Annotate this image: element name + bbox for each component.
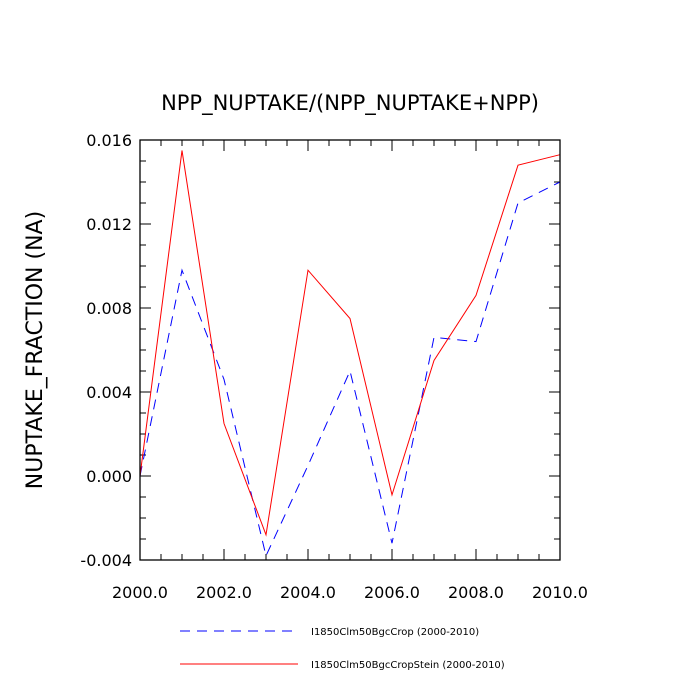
y-axis-label: NUPTAKE_FRACTION (NA) [23,211,48,489]
x-tick-label: 2006.0 [364,583,420,602]
y-tick-label: 0.004 [86,383,132,402]
series-line-1 [139,181,561,558]
x-tick-label: 2008.0 [448,583,504,602]
x-tick-label: 2002.0 [196,583,252,602]
y-tick-label: 0.008 [86,299,132,318]
legend: I1850Clm50BgcCrop (2000-2010) I1850Clm50B… [180,627,505,671]
chart-title: NPP_NUPTAKE/(NPP_NUPTAKE+NPP) [161,91,539,116]
x-tick-label: 2004.0 [280,583,336,602]
x-tick-label: 2010.0 [532,583,588,602]
axis-ticks: 2000.0 2002.0 2004.0 2006.0 2008.0 2010.0 -0.0… [80,131,588,602]
plot-frame [139,139,561,561]
legend-label-1: I1850Clm50BgcCrop (2000-2010) [311,627,479,638]
y-tick-label: 0.016 [86,131,132,150]
series-lines [139,150,561,558]
x-tick-label: 2000.0 [112,583,168,602]
y-tick-label: 0.000 [86,467,132,486]
y-tick-label: 0.012 [86,215,132,234]
y-tick-label: -0.004 [80,551,132,570]
series-line-2 [139,150,561,537]
legend-label-2: I1850Clm50BgcCropStein (2000-2010) [311,660,505,671]
